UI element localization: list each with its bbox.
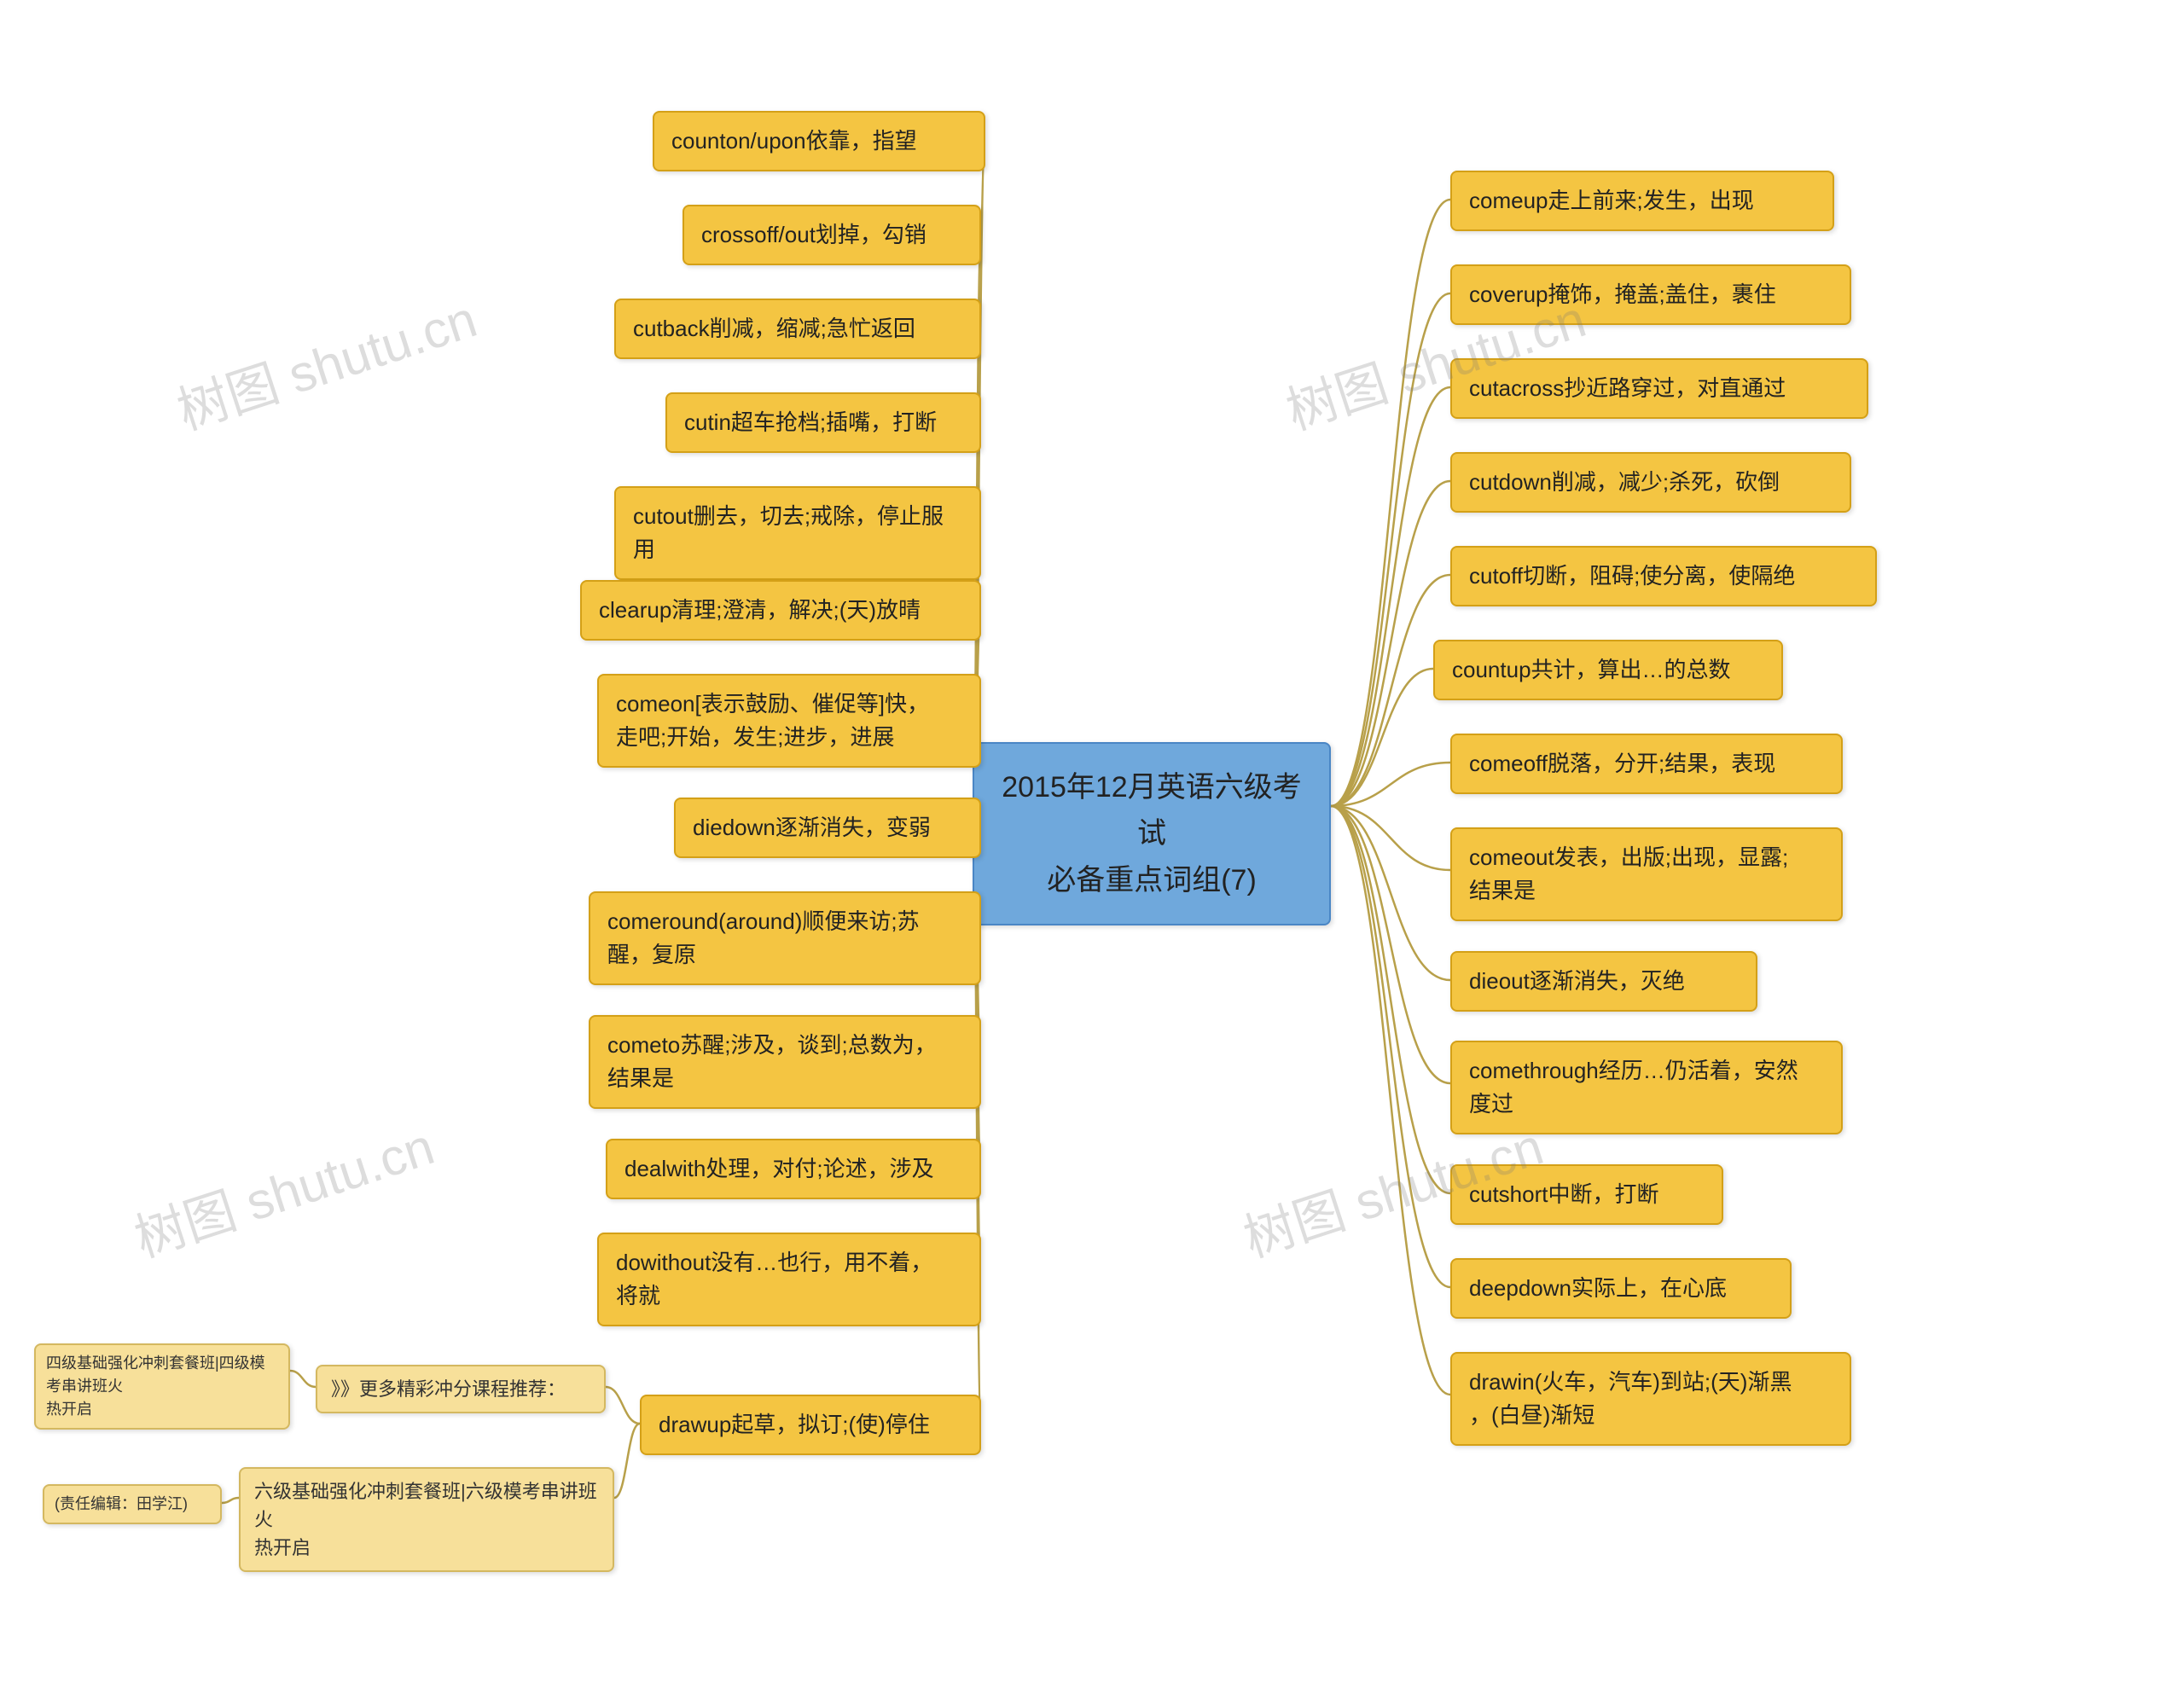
right-node-7: comeout发表，出版;出现，显露;结果是 [1450, 827, 1843, 921]
left-node-12: drawup起草，拟订;(使)停住 [640, 1395, 981, 1455]
mindmap-canvas: 2015年12月英语六级考试必备重点词组(7) comeup走上前来;发生，出现… [0, 0, 2184, 1694]
left-node-2: cutback削减，缩减;急忙返回 [614, 299, 981, 359]
right-node-8: dieout逐渐消失，灭绝 [1450, 951, 1757, 1012]
right-node-0: comeup走上前来;发生，出现 [1450, 171, 1834, 231]
left-node-8: comeround(around)顺便来访;苏醒，复原 [589, 891, 981, 985]
left-node-1: crossoff/out划掉，勾销 [682, 205, 981, 265]
drawup-grandchild-0: 四级基础强化冲刺套餐班|四级模考串讲班火热开启 [34, 1343, 290, 1430]
drawup-grandchild-1: (责任编辑：田学江) [43, 1484, 222, 1524]
drawup-child-0: 》》更多精彩冲分课程推荐： [316, 1365, 606, 1413]
right-node-10: cutshort中断，打断 [1450, 1164, 1723, 1225]
drawup-child-1: 六级基础强化冲刺套餐班|六级模考串讲班火热开启 [239, 1467, 614, 1572]
right-node-4: cutoff切断，阻碍;使分离，使隔绝 [1450, 546, 1877, 606]
left-node-9: cometo苏醒;涉及，谈到;总数为，结果是 [589, 1015, 981, 1109]
right-node-12: drawin(火车，汽车)到站;(天)渐黑，(白昼)渐短 [1450, 1352, 1851, 1446]
watermark-2: 树图 shutu.cn [124, 1105, 442, 1272]
left-node-7: diedown逐渐消失，变弱 [674, 798, 981, 858]
right-node-2: cutacross抄近路穿过，对直通过 [1450, 358, 1868, 419]
left-node-5: clearup清理;澄清，解决;(天)放晴 [580, 580, 981, 641]
left-node-6: comeon[表示鼓励、催促等]快，走吧;开始，发生;进步，进展 [597, 674, 981, 768]
left-node-0: counton/upon依靠，指望 [653, 111, 985, 171]
watermark-0: 树图 shutu.cn [166, 278, 485, 444]
center-node: 2015年12月英语六级考试必备重点词组(7) [973, 742, 1331, 925]
right-node-5: countup共计，算出…的总数 [1433, 640, 1783, 700]
left-node-11: dowithout没有…也行，用不着，将就 [597, 1233, 981, 1326]
right-node-6: comeoff脱落，分开;结果，表现 [1450, 734, 1843, 794]
right-node-11: deepdown实际上，在心底 [1450, 1258, 1792, 1319]
right-node-1: coverup掩饰，掩盖;盖住，裹住 [1450, 264, 1851, 325]
left-node-4: cutout删去，切去;戒除，停止服用 [614, 486, 981, 580]
left-node-10: dealwith处理，对付;论述，涉及 [606, 1139, 981, 1199]
left-node-3: cutin超车抢档;插嘴，打断 [665, 392, 981, 453]
right-node-9: comethrough经历…仍活着，安然度过 [1450, 1041, 1843, 1134]
right-node-3: cutdown削减，减少;杀死，砍倒 [1450, 452, 1851, 513]
